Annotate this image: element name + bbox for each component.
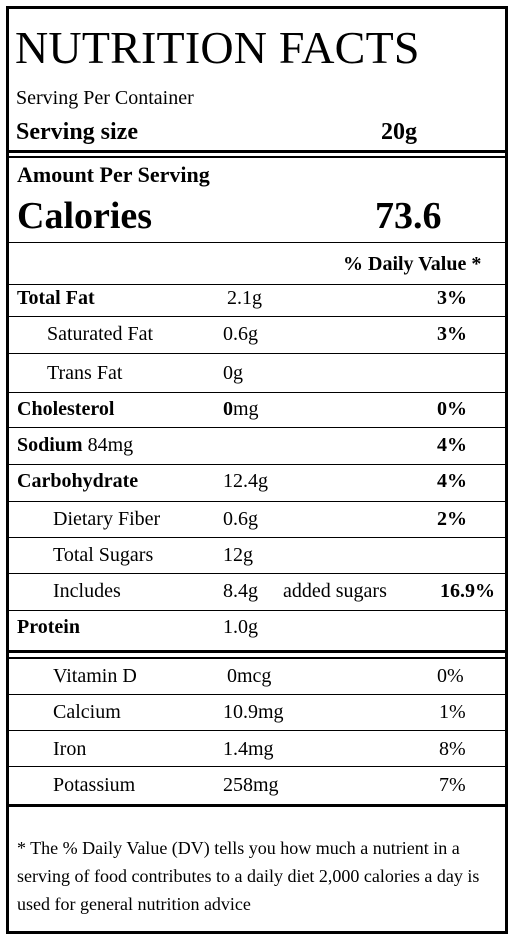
nutrient-name-total-fat: Total Fat [17, 287, 95, 309]
cholesterol-amount-number: 0 [223, 398, 233, 420]
vitamin-amount-potassium: 258mg [223, 774, 279, 796]
nutrient-name-includes: Includes [53, 580, 121, 602]
nutrient-name-carbohydrate: Carbohydrate [17, 470, 139, 492]
calories-value: 73.6 [375, 195, 442, 237]
nutrient-amount-cholesterol: 0mg [223, 399, 259, 419]
row-divider [9, 392, 505, 393]
nutrient-sodium: Sodium 84mg [17, 435, 133, 455]
nutrient-name-dietary-fiber: Dietary Fiber [53, 508, 161, 530]
vitamin-amount-iron: 1.4mg [223, 738, 274, 760]
separator-thick-2 [9, 650, 505, 653]
nutrient-amount-protein: 1.0g [223, 616, 258, 638]
nutrient-dv-saturated-fat: 3% [437, 323, 467, 345]
row-divider [9, 537, 505, 538]
nutrient-dv-carbohydrate: 4% [437, 470, 467, 492]
nutrient-dv-cholesterol: 0% [437, 398, 467, 420]
nutrient-added-sugars-label: added sugars [283, 580, 387, 602]
nutrient-name-total-sugars: Total Sugars [53, 544, 154, 566]
vitamin-amount-calcium: 10.9mg [223, 701, 284, 723]
separator-footnote [9, 804, 505, 807]
nutrient-name-protein: Protein [17, 616, 80, 638]
servings-per-container: Serving Per Container [16, 87, 194, 109]
separator-thick-2b [9, 657, 505, 659]
vitamin-dv-potassium: 7% [439, 774, 466, 796]
daily-value-header: % Daily Value * [343, 253, 482, 275]
separator-calories [9, 242, 505, 243]
row-divider [9, 353, 505, 354]
amount-per-serving: Amount Per Serving [17, 162, 210, 187]
nutrient-amount-trans-fat: 0g [223, 362, 243, 384]
separator-dv-header [9, 284, 505, 285]
nutrient-amount-added-sugars: 8.4g [223, 580, 258, 602]
nutrient-amount-saturated-fat: 0.6g [223, 323, 258, 345]
nutrient-amount-dietary-fiber: 0.6g [223, 508, 258, 530]
label-title: NUTRITION FACTS [15, 22, 420, 73]
vitamin-dv-iron: 8% [439, 738, 466, 760]
nutrient-dv-total-fat: 3% [437, 287, 467, 309]
row-divider [9, 427, 505, 428]
vitamin-name-iron: Iron [53, 738, 87, 760]
nutrient-dv-dietary-fiber: 2% [437, 508, 467, 530]
nutrient-name-sodium: Sodium [17, 434, 83, 456]
calories-label: Calories [17, 195, 153, 237]
nutrient-amount-total-fat: 2.1g [227, 287, 262, 309]
serving-size-label: Serving size [16, 119, 138, 145]
nutrition-facts-label: NUTRITION FACTS Serving Per Container Se… [6, 6, 508, 934]
nutrient-amount-carbohydrate: 12.4g [223, 470, 268, 492]
vitamin-name-calcium: Calcium [53, 701, 121, 723]
nutrient-name-saturated-fat: Saturated Fat [47, 323, 154, 345]
separator-thick-1b [9, 156, 505, 158]
nutrient-dv-added-sugars: 16.9% [440, 580, 495, 602]
cholesterol-amount-unit: mg [233, 398, 259, 420]
row-divider [9, 766, 505, 767]
row-divider [9, 501, 505, 502]
nutrient-name-trans-fat: Trans Fat [47, 362, 123, 384]
row-divider [9, 316, 505, 317]
row-divider [9, 694, 505, 695]
vitamin-name-vitamin-d: Vitamin D [53, 665, 137, 687]
separator-thick-1 [9, 150, 505, 153]
nutrient-name-cholesterol: Cholesterol [17, 398, 115, 420]
footnote: * The % Daily Value (DV) tells you how m… [17, 838, 480, 914]
row-divider [9, 573, 505, 574]
vitamin-dv-vitamin-d: 0% [437, 665, 464, 687]
nutrient-dv-sodium: 4% [437, 434, 467, 456]
serving-size-value: 20g [381, 119, 417, 145]
row-divider [9, 610, 505, 611]
nutrient-amount-sodium: 84mg [87, 434, 134, 456]
row-divider [9, 730, 505, 731]
vitamin-amount-vitamin-d: 0mcg [227, 665, 272, 687]
vitamin-dv-calcium: 1% [439, 701, 466, 723]
nutrient-amount-total-sugars: 12g [223, 544, 253, 566]
vitamin-name-potassium: Potassium [53, 774, 136, 796]
row-divider [9, 464, 505, 465]
